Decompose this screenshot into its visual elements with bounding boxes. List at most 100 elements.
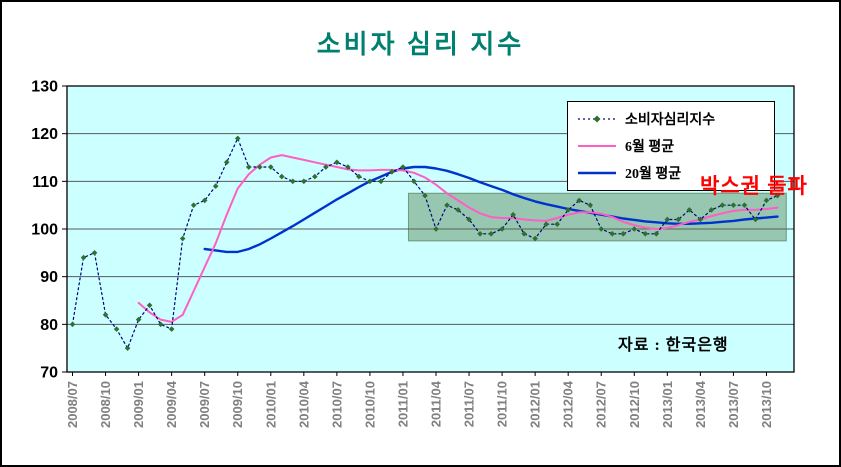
data-point-diamond	[741, 202, 748, 208]
data-point-diamond	[433, 226, 439, 232]
data-point-diamond	[312, 173, 318, 180]
x-axis-label: 2013/04	[693, 380, 708, 428]
data-point-diamond	[212, 183, 219, 189]
data-point-diamond	[642, 230, 649, 237]
x-axis-label: 2012/07	[594, 381, 609, 428]
data-point-diamond	[367, 178, 373, 185]
data-point-diamond	[466, 216, 472, 223]
x-axis-label: 2008/10	[98, 381, 113, 428]
data-point-diamond	[245, 164, 252, 170]
x-axis-label: 2011/01	[395, 381, 410, 427]
data-point-diamond	[356, 173, 362, 180]
legend: 소비자심리지수 6월 평균 20월 평균	[567, 101, 775, 191]
data-point-diamond	[488, 230, 494, 237]
data-point-diamond	[609, 230, 616, 237]
data-point-diamond	[697, 216, 704, 223]
x-axis-label: 2013/01	[660, 381, 675, 428]
data-point-diamond	[686, 207, 693, 213]
data-point-diamond	[290, 178, 296, 185]
data-point-diamond	[763, 197, 770, 204]
data-point-diamond	[752, 216, 759, 223]
x-axis-label: 2010/01	[263, 381, 278, 428]
data-point-diamond	[201, 197, 208, 204]
data-point-diamond	[730, 202, 737, 208]
x-axis-label: 2010/04	[296, 380, 311, 428]
data-point-diamond	[389, 169, 395, 175]
data-point-diamond	[675, 216, 682, 223]
legend-item-20m-avg: 20월 평균	[577, 163, 765, 183]
data-point-diamond	[157, 321, 164, 328]
data-point-diamond	[234, 135, 241, 142]
data-point-diamond	[576, 197, 583, 204]
data-point-diamond	[620, 230, 627, 237]
x-axis-label: 2013/07	[726, 381, 741, 428]
data-point-diamond	[532, 235, 538, 242]
x-axis-label: 2013/10	[759, 381, 774, 428]
source-label: 자료 : 한국은행	[618, 337, 729, 354]
data-point-diamond	[598, 226, 605, 232]
data-point-diamond	[146, 302, 153, 309]
x-axis-label: 2012/04	[561, 380, 576, 428]
y-axis-label: 80	[40, 317, 58, 334]
data-point-diamond	[411, 178, 417, 185]
y-axis-label: 70	[40, 365, 58, 382]
data-point-diamond	[510, 211, 516, 218]
data-point-diamond	[444, 202, 450, 208]
x-axis-label: 2010/07	[329, 381, 344, 428]
series-line-1	[137, 154, 779, 323]
data-point-diamond	[378, 178, 384, 185]
data-point-diamond	[190, 202, 197, 208]
data-point-diamond	[323, 164, 329, 170]
legend-item-6m-avg: 6월 평균	[577, 136, 765, 156]
y-axis-label: 90	[40, 269, 58, 286]
data-point-diamond	[664, 216, 671, 223]
data-point-diamond	[168, 326, 175, 332]
data-point-diamond	[334, 159, 340, 166]
data-point-diamond	[477, 230, 483, 237]
data-point-diamond	[345, 164, 351, 170]
data-point-diamond	[653, 230, 660, 237]
y-axis-label: 100	[31, 222, 58, 239]
data-point-diamond	[91, 250, 98, 256]
x-axis-label: 2008/07	[65, 381, 80, 428]
legend-label-20m-avg: 20월 평균	[625, 167, 682, 182]
data-point-diamond	[422, 192, 428, 199]
legend-line-sample-20m-avg	[578, 171, 616, 175]
legend-item-csi: 소비자심리지수	[577, 109, 765, 129]
data-point-diamond	[267, 164, 274, 170]
data-point-diamond	[256, 164, 263, 170]
data-point-diamond	[587, 202, 594, 208]
data-point-diamond	[455, 207, 461, 213]
legend-label-csi: 소비자심리지수	[625, 113, 716, 128]
x-axis-label: 2010/10	[362, 381, 377, 428]
x-axis-label: 2011/10	[495, 381, 510, 427]
legend-line-sample-6m-avg	[578, 145, 616, 147]
data-point-diamond	[708, 207, 715, 213]
data-point-diamond	[631, 226, 638, 232]
highlight-box	[407, 192, 787, 242]
data-point-diamond	[113, 326, 120, 332]
data-point-diamond	[278, 173, 285, 180]
y-axis-label: 120	[31, 126, 58, 143]
data-point-diamond	[554, 221, 560, 228]
legend-label-6m-avg: 6월 평균	[625, 140, 675, 155]
data-point-diamond	[301, 178, 307, 185]
y-axis-label: 110	[32, 174, 58, 191]
data-point-diamond	[69, 321, 76, 328]
data-point-diamond	[179, 235, 186, 242]
data-point-diamond	[223, 159, 230, 166]
data-point-diamond	[80, 254, 87, 261]
x-axis-label: 2009/04	[164, 380, 179, 428]
data-point-diamond	[565, 207, 571, 213]
x-axis-label: 2009/07	[197, 381, 212, 428]
data-point-diamond	[543, 221, 549, 228]
data-point-diamond	[719, 202, 726, 208]
data-point-diamond	[499, 226, 505, 232]
x-axis-label: 2012/10	[627, 381, 642, 428]
data-point-diamond	[521, 230, 527, 237]
x-axis-label: 2011/04	[429, 380, 444, 427]
x-axis-label: 2012/01	[528, 381, 543, 428]
data-point-diamond	[774, 192, 781, 199]
